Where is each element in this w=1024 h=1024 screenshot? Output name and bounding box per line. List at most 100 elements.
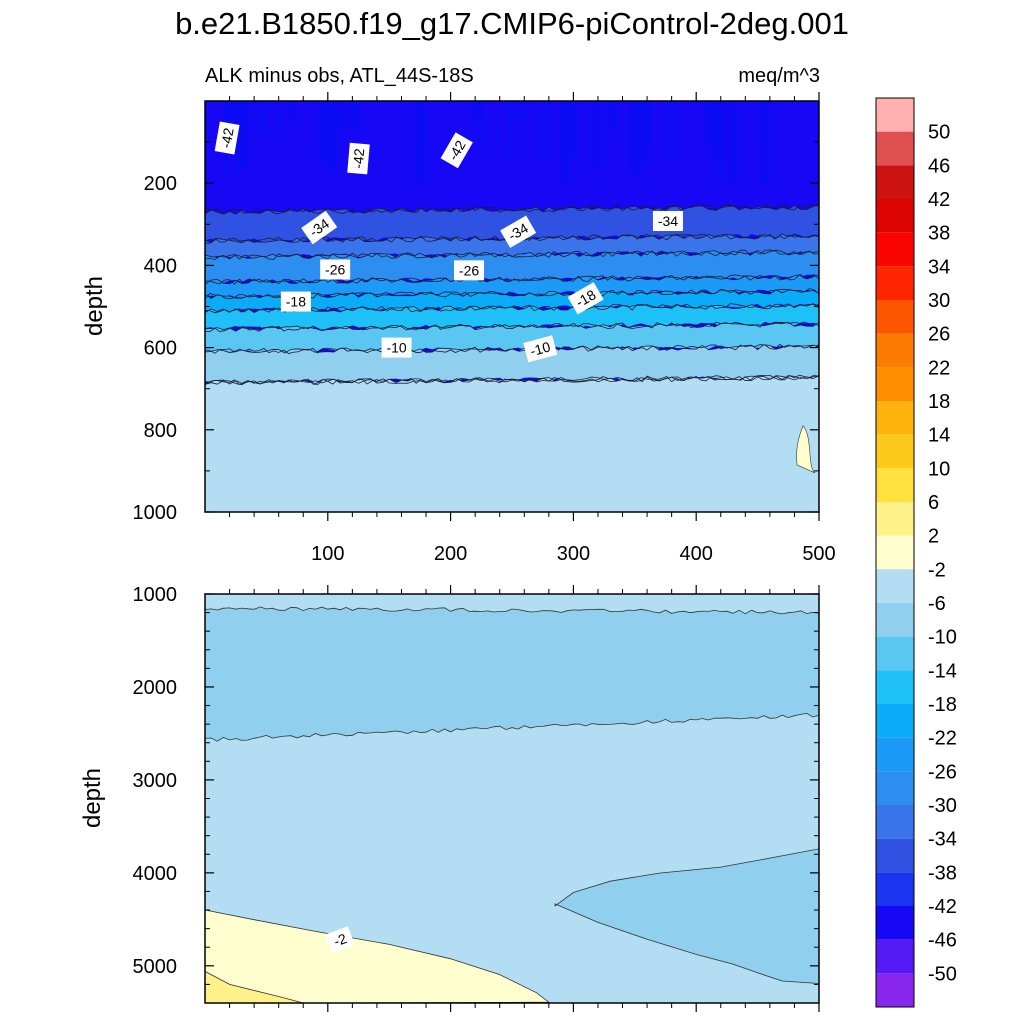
x-tick-label: 300 bbox=[557, 543, 590, 565]
y-tick-label: 400 bbox=[144, 255, 177, 277]
contour-label: -10 bbox=[523, 335, 558, 363]
contour-band bbox=[205, 606, 819, 742]
contour-label-box bbox=[440, 132, 473, 169]
contour-band bbox=[205, 970, 304, 1003]
y-tick-label: 2000 bbox=[133, 677, 178, 699]
colorbar-label: 30 bbox=[928, 290, 950, 312]
colorbar-swatch bbox=[876, 872, 914, 906]
contour-label-box bbox=[567, 282, 604, 315]
colorbar-swatch bbox=[876, 98, 914, 132]
colorbar-swatch bbox=[876, 973, 914, 1007]
colorbar-swatch bbox=[876, 232, 914, 267]
surface-streak bbox=[478, 101, 482, 158]
contour-label-box bbox=[301, 210, 338, 245]
surface-streak bbox=[292, 101, 296, 119]
colorbar-swatch bbox=[876, 636, 914, 671]
colorbar-swatch bbox=[876, 165, 914, 199]
surface-streak bbox=[613, 101, 620, 131]
colorbar-swatch bbox=[876, 434, 914, 469]
colorbar-label: 38 bbox=[928, 223, 950, 245]
contour-label-text: -2 bbox=[331, 930, 348, 949]
y-tick-label: 3000 bbox=[133, 770, 178, 792]
contour-line bbox=[205, 274, 819, 285]
contour-label-box bbox=[652, 211, 683, 232]
contour-band bbox=[205, 101, 819, 216]
contour-label-box bbox=[214, 121, 240, 155]
surface-streak bbox=[329, 101, 339, 172]
contour-line bbox=[205, 321, 819, 332]
contour-band bbox=[205, 289, 819, 313]
surface-streak bbox=[569, 101, 577, 159]
contour-label-box bbox=[320, 259, 351, 280]
colorbar-label: 22 bbox=[928, 357, 950, 379]
colorbar-swatch bbox=[876, 603, 914, 637]
surface-streak bbox=[234, 101, 247, 168]
contour-label: -26 bbox=[454, 260, 485, 281]
contour-label-box bbox=[523, 335, 558, 363]
colorbar-swatch bbox=[876, 838, 914, 873]
colorbar-label: -34 bbox=[928, 829, 957, 851]
contour-label: -42 bbox=[214, 121, 240, 155]
surface-streak bbox=[728, 101, 739, 182]
colorbar-swatch bbox=[876, 939, 914, 974]
colorbar-label: -6 bbox=[928, 593, 946, 615]
contour-label-text: -42 bbox=[217, 126, 236, 149]
colorbar-label: -10 bbox=[928, 627, 957, 649]
colorbar-swatch bbox=[876, 367, 914, 401]
positive-anomaly-patch bbox=[796, 425, 816, 474]
colorbar-label: -46 bbox=[928, 930, 957, 952]
contour-label-text: -26 bbox=[459, 262, 479, 278]
surface-streak bbox=[333, 101, 345, 129]
colorbar-swatch bbox=[876, 704, 914, 738]
y-tick-label: 4000 bbox=[133, 863, 178, 885]
colorbar-label: -18 bbox=[928, 694, 957, 716]
colorbar-swatch bbox=[876, 805, 914, 839]
contour-label-box bbox=[280, 291, 311, 312]
y-tick-label: 800 bbox=[144, 420, 177, 442]
colorbar-swatch bbox=[876, 131, 914, 166]
colorbar-label: 50 bbox=[928, 122, 950, 144]
contour-band bbox=[205, 344, 819, 385]
contour-line bbox=[205, 712, 819, 742]
y-tick-label: 1000 bbox=[133, 584, 178, 606]
colorbar-swatch bbox=[876, 771, 914, 805]
contour-line bbox=[205, 249, 819, 260]
colorbar-label: 42 bbox=[928, 189, 950, 211]
colorbar-label: -2 bbox=[928, 559, 946, 581]
surface-streak bbox=[472, 101, 484, 124]
colorbar-label: 18 bbox=[928, 391, 950, 413]
surface-streak bbox=[590, 101, 594, 180]
colorbar-label: -14 bbox=[928, 660, 957, 682]
y-tick-label: 200 bbox=[144, 173, 177, 195]
contour-label: -10 bbox=[381, 337, 412, 358]
contour-label: -18 bbox=[280, 291, 311, 312]
colorbar-swatch bbox=[876, 401, 914, 435]
contour-label-box bbox=[347, 142, 370, 175]
surface-streak bbox=[275, 101, 281, 138]
y-tick-label: 5000 bbox=[133, 956, 178, 978]
contour-line bbox=[205, 375, 819, 386]
x-tick-label: 500 bbox=[802, 543, 835, 565]
surface-streak bbox=[566, 101, 571, 179]
panel-subtitle-left: ALK minus obs, ATL_44S-18S bbox=[205, 65, 474, 87]
contour-label-box bbox=[325, 926, 355, 954]
colorbar-label: -30 bbox=[928, 795, 957, 817]
surface-streak bbox=[258, 101, 266, 138]
contour-label-text: -42 bbox=[350, 148, 368, 170]
lower-y-axis-label: depth bbox=[79, 768, 106, 828]
colorbar-label: 6 bbox=[928, 492, 939, 514]
contour-line bbox=[205, 321, 819, 333]
surface-streak bbox=[516, 101, 524, 122]
surface-streak bbox=[608, 101, 616, 126]
contour-label: -34 bbox=[652, 211, 683, 232]
contour-band bbox=[205, 274, 819, 299]
contour-label-box bbox=[500, 215, 537, 248]
contour-label-box bbox=[381, 337, 412, 358]
surface-streak bbox=[223, 101, 234, 138]
contour-label-text: -26 bbox=[325, 262, 345, 278]
colorbar-swatch bbox=[876, 266, 914, 300]
surface-streak bbox=[760, 101, 771, 187]
chart-title: b.e21.B1850.f19_g17.CMIP6-piControl-2deg… bbox=[175, 6, 849, 41]
contour-label-text: -10 bbox=[386, 340, 406, 356]
